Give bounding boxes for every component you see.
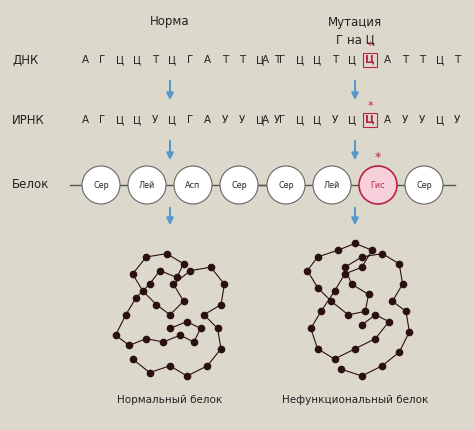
Text: У: У: [332, 115, 338, 125]
Text: У: У: [152, 115, 158, 125]
Text: Г: Г: [100, 115, 106, 125]
Text: Лей: Лей: [324, 181, 340, 190]
Text: Нормальный белок: Нормальный белок: [118, 395, 223, 405]
Text: Асп: Асп: [185, 181, 201, 190]
Text: Ц: Ц: [348, 115, 356, 125]
Text: *: *: [375, 151, 381, 165]
Ellipse shape: [174, 166, 212, 204]
Text: У: У: [222, 115, 228, 125]
Text: Нефункциональный белок: Нефункциональный белок: [282, 395, 428, 405]
Text: Лей: Лей: [139, 181, 155, 190]
Text: А: А: [204, 115, 211, 125]
Text: Т: Т: [152, 55, 158, 65]
Text: Ц: Ц: [168, 55, 176, 65]
Text: Ц: Ц: [313, 55, 321, 65]
Text: Ц: Ц: [365, 55, 375, 65]
Text: *: *: [367, 101, 373, 111]
Text: Норма: Норма: [150, 15, 190, 28]
Ellipse shape: [267, 166, 305, 204]
Text: Сер: Сер: [93, 181, 109, 190]
Text: Сер: Сер: [416, 181, 432, 190]
Text: У: У: [402, 115, 408, 125]
Text: Т: Т: [274, 55, 281, 65]
Ellipse shape: [313, 166, 351, 204]
Text: А: А: [384, 115, 391, 125]
Text: У: У: [274, 115, 281, 125]
Text: Сер: Сер: [231, 181, 247, 190]
Text: Г: Г: [187, 115, 193, 125]
Text: Ц: Ц: [365, 115, 375, 125]
Text: Гис: Гис: [371, 181, 385, 190]
Ellipse shape: [82, 166, 120, 204]
Text: Ц: Ц: [256, 55, 264, 65]
Ellipse shape: [128, 166, 166, 204]
Text: Т: Т: [402, 55, 408, 65]
Text: Г: Г: [100, 55, 106, 65]
Text: Т: Т: [455, 55, 461, 65]
Ellipse shape: [220, 166, 258, 204]
Text: Ц: Ц: [168, 115, 176, 125]
Text: Ц: Ц: [296, 55, 304, 65]
Text: Ц: Ц: [436, 55, 444, 65]
Text: А: А: [82, 115, 89, 125]
Text: Ц: Ц: [116, 115, 124, 125]
Text: Ц: Ц: [134, 55, 142, 65]
Text: ДНК: ДНК: [12, 53, 38, 67]
Text: Г: Г: [279, 115, 286, 125]
Ellipse shape: [405, 166, 443, 204]
Text: Ц: Ц: [116, 55, 124, 65]
Text: Ц: Ц: [313, 115, 321, 125]
Text: Мутация
Г на Ц: Мутация Г на Ц: [328, 16, 382, 46]
Text: Т: Т: [332, 55, 338, 65]
Text: Ц: Ц: [296, 115, 304, 125]
Text: ИРНК: ИРНК: [12, 114, 45, 126]
Text: А: А: [204, 55, 211, 65]
Text: Ц: Ц: [134, 115, 142, 125]
Text: У: У: [239, 115, 246, 125]
Text: Ц: Ц: [436, 115, 444, 125]
Text: Ц: Ц: [256, 115, 264, 125]
Text: Сер: Сер: [278, 181, 294, 190]
Text: Ц: Ц: [348, 55, 356, 65]
Text: Г: Г: [187, 55, 193, 65]
Text: А: А: [262, 55, 269, 65]
Text: А: А: [262, 115, 269, 125]
Text: А: А: [82, 55, 89, 65]
Text: А: А: [384, 55, 391, 65]
Text: *: *: [367, 41, 373, 51]
Text: Белок: Белок: [12, 178, 49, 191]
Text: Т: Т: [239, 55, 246, 65]
Text: Т: Т: [222, 55, 228, 65]
Text: У: У: [419, 115, 426, 125]
Ellipse shape: [359, 166, 397, 204]
Text: Г: Г: [279, 55, 286, 65]
Text: У: У: [454, 115, 461, 125]
Text: Т: Т: [419, 55, 426, 65]
